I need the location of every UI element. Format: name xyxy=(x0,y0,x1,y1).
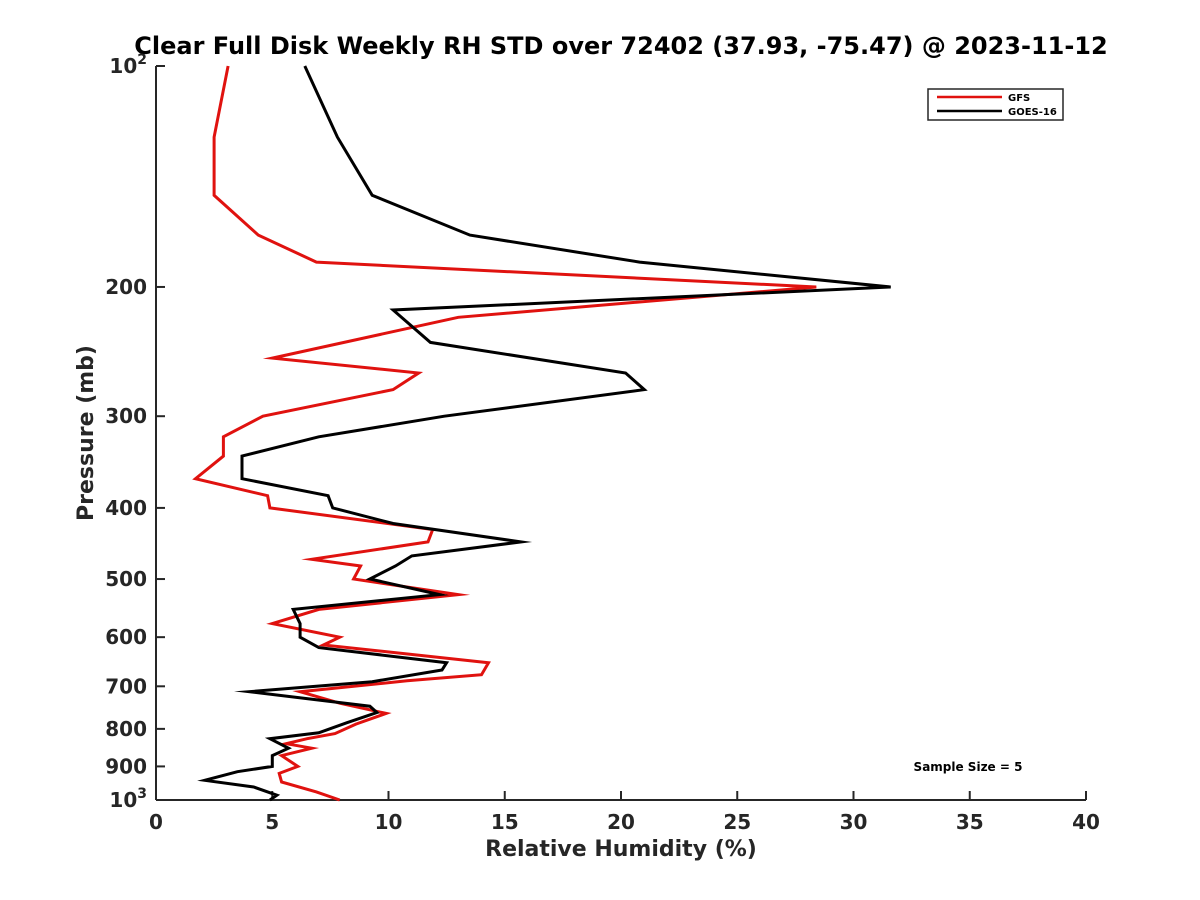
series-lines xyxy=(192,65,891,802)
x-ticks: 0 5 10 15 20 25 30 35 40 xyxy=(149,791,1100,834)
x-tick-label: 20 xyxy=(607,810,635,834)
x-tick-label: 40 xyxy=(1072,810,1100,834)
y-tick-label: 102 xyxy=(109,52,147,78)
x-tick-label: 10 xyxy=(375,810,403,834)
y-tick-label: 900 xyxy=(105,754,147,778)
y-tick-label: 800 xyxy=(105,717,147,741)
y-tick-label: 400 xyxy=(105,496,147,520)
y-axis-label: Pressure (mb) xyxy=(74,345,99,521)
series-line-goes16 xyxy=(197,65,891,802)
y-tick-label: 103 xyxy=(109,786,147,812)
y-tick-label: 200 xyxy=(105,275,147,299)
x-tick-label: 35 xyxy=(956,810,984,834)
y-ticks: 102 200 300 400 500 600 700 800 900 103 xyxy=(105,52,165,812)
x-tick-label: 5 xyxy=(265,810,279,834)
x-tick-label: 0 xyxy=(149,810,163,834)
y-tick-label: 300 xyxy=(105,404,147,428)
series-line-gfs xyxy=(192,65,817,802)
y-tick-label: 700 xyxy=(105,674,147,698)
legend-label-goes16: GOES-16 xyxy=(1008,107,1057,118)
legend: GFS GOES-16 xyxy=(927,88,1064,121)
x-axis-label: Relative Humidity (%) xyxy=(485,837,757,862)
x-tick-label: 25 xyxy=(723,810,751,834)
y-tick-label: 500 xyxy=(105,567,147,591)
chart-title: Clear Full Disk Weekly RH STD over 72402… xyxy=(134,32,1107,60)
plot-area: 0 5 10 15 20 25 30 35 40 102 200 300 400 500 600 700 80… xyxy=(105,52,1100,834)
y-tick-label: 600 xyxy=(105,625,147,649)
x-tick-label: 15 xyxy=(491,810,519,834)
sample-size-annotation: Sample Size = 5 xyxy=(914,760,1023,774)
legend-label-gfs: GFS xyxy=(1008,93,1030,104)
x-tick-label: 30 xyxy=(840,810,868,834)
legend-box xyxy=(927,88,1064,121)
